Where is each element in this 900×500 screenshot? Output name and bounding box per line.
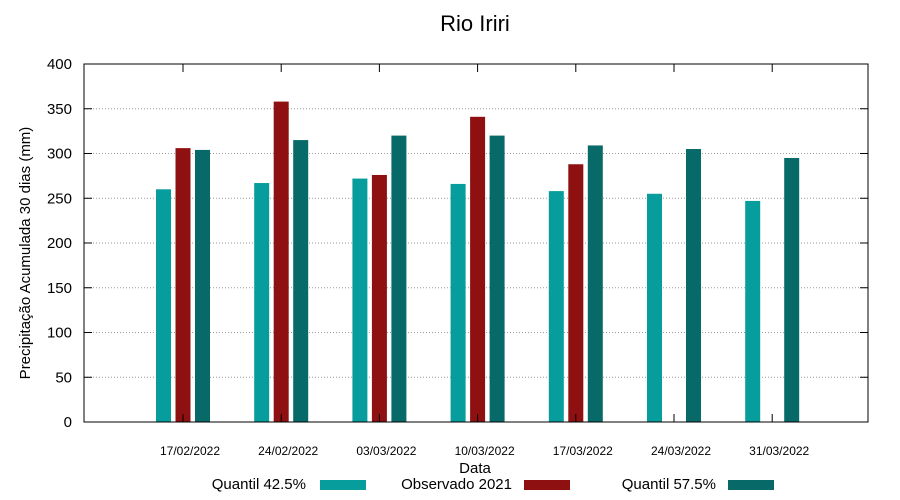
bar — [587, 145, 603, 422]
bar — [548, 191, 564, 422]
legend: Quantil 42.5% Observado 2021 Quantil 57.5% — [212, 476, 774, 493]
bar — [647, 193, 662, 422]
bar — [470, 116, 486, 423]
x-tick-label: 03/03/2022 — [356, 444, 416, 458]
bar — [489, 135, 505, 422]
legend-swatch — [524, 480, 570, 490]
y-tick-label: 100 — [47, 325, 72, 342]
bars — [156, 101, 800, 423]
x-tick-label: 17/03/2022 — [553, 444, 613, 458]
bar — [273, 101, 289, 422]
legend-swatch — [320, 480, 366, 490]
x-tick-label: 31/03/2022 — [749, 444, 809, 458]
bar — [450, 183, 466, 422]
x-tick-label: 10/03/2022 — [455, 444, 515, 458]
bar — [391, 135, 407, 422]
y-axis-label: Precipitação Acumulada 30 dias (mm) — [17, 127, 34, 380]
x-axis-label: Data — [459, 460, 491, 477]
bar — [371, 174, 387, 422]
y-tick-label: 0 — [64, 414, 72, 431]
bar — [175, 148, 191, 422]
bar — [745, 200, 761, 422]
x-ticks: 17/02/2022 24/02/2022 03/03/2022 10/03/2022… — [160, 64, 810, 458]
legend-label: Quantil 57.5% — [622, 476, 716, 493]
y-ticks: 0 50 100 150 200 250 300 350 400 — [47, 56, 868, 431]
bar — [686, 149, 701, 422]
x-tick-label: 24/02/2022 — [258, 444, 318, 458]
y-tick-label: 350 — [47, 101, 72, 118]
x-tick-label: 17/02/2022 — [160, 444, 220, 458]
y-tick-label: 200 — [47, 235, 72, 252]
legend-swatch — [728, 480, 774, 490]
x-tick-label: 24/03/2022 — [651, 444, 711, 458]
y-tick-label: 400 — [47, 56, 72, 73]
bar — [352, 178, 368, 422]
bar — [568, 164, 584, 423]
bar — [156, 189, 171, 422]
legend-label: Observado 2021 — [401, 476, 512, 493]
y-tick-label: 50 — [55, 369, 72, 386]
y-tick-label: 300 — [47, 146, 72, 163]
y-tick-label: 150 — [47, 280, 72, 297]
bar — [784, 157, 800, 422]
legend-label: Quantil 42.5% — [212, 476, 306, 493]
bar — [293, 140, 309, 422]
bar — [254, 183, 270, 422]
bar — [195, 149, 210, 423]
chart-title: Rio Iriri — [440, 11, 510, 36]
y-tick-label: 250 — [47, 190, 72, 207]
